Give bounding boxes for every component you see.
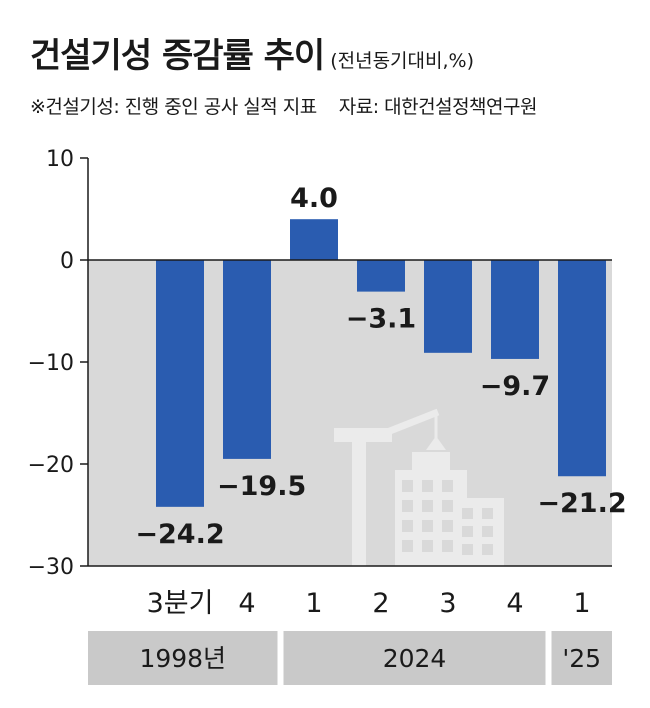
group-label: '25 xyxy=(562,644,601,673)
building-window xyxy=(442,480,453,492)
x-axis-categories: 3분기 4 1 2 3 4 1 xyxy=(147,588,591,619)
crane-jib xyxy=(370,408,440,442)
construction-illustration xyxy=(334,408,504,566)
y-tick-label: −20 xyxy=(28,453,74,478)
source-note: 자료: 대한건설정책연구원 xyxy=(338,96,538,118)
chart-title-text: 건설기성 증감률 추이 xyxy=(30,36,325,76)
building-window xyxy=(422,480,433,492)
unit-label: (전년동기대비,%) xyxy=(330,50,475,72)
y-tick-label: −30 xyxy=(28,555,74,580)
bar xyxy=(491,260,539,359)
building-window xyxy=(442,540,453,552)
building-window xyxy=(422,520,433,532)
building-window xyxy=(442,520,453,532)
y-tick-label: −10 xyxy=(28,351,74,376)
building-window xyxy=(442,500,453,512)
group-label: 1998년 xyxy=(139,644,226,673)
data-label: −21.2 xyxy=(537,488,626,519)
building-window xyxy=(402,500,413,512)
x-tick-label: 4 xyxy=(506,588,523,619)
building-window xyxy=(462,544,473,555)
x-tick-label: 4 xyxy=(238,588,255,619)
x-tick-label: 2 xyxy=(372,588,389,619)
bar-series xyxy=(156,219,606,507)
building-top xyxy=(412,452,450,472)
building-window xyxy=(402,540,413,552)
data-label: −24.2 xyxy=(135,519,224,550)
data-labels: −24.2 −19.5 4.0 −3.1 −9.7 −21.2 xyxy=(135,183,626,550)
bar xyxy=(424,260,472,353)
subtitle-row: ※건설기성: 진행 중인 공사 실적 지표 자료: 대한건설정책연구원 xyxy=(30,92,537,119)
building-window xyxy=(422,500,433,512)
building-window xyxy=(402,520,413,532)
crane-hook xyxy=(426,436,446,450)
x-tick-label: 1 xyxy=(305,588,322,619)
group-band xyxy=(551,631,612,685)
bar xyxy=(558,260,606,477)
building-window xyxy=(462,508,473,519)
chart-title: 건설기성 증감률 추이 (전년동기대비,%) xyxy=(30,28,474,77)
y-axis: 10 0 −10 −20 −30 xyxy=(28,147,612,580)
building-window xyxy=(462,526,473,537)
building-side xyxy=(452,498,504,566)
definition-note: ※건설기성: 진행 중인 공사 실적 지표 xyxy=(30,96,317,118)
group-label: 2024 xyxy=(383,644,447,673)
x-tick-label: 1 xyxy=(573,588,590,619)
data-label: −19.5 xyxy=(217,471,306,502)
building-window xyxy=(482,544,493,555)
building-window xyxy=(402,480,413,492)
crane-mast xyxy=(352,428,366,566)
building-window xyxy=(422,540,433,552)
bar xyxy=(290,219,338,260)
x-axis-groups: 1998년 2024 '25 xyxy=(88,631,612,685)
y-tick-label: 0 xyxy=(60,249,74,274)
x-tick-label: 3분기 xyxy=(147,588,214,619)
x-tick-label: 3 xyxy=(439,588,456,619)
building-window xyxy=(482,508,493,519)
group-band xyxy=(88,631,278,685)
data-label: −9.7 xyxy=(480,371,550,402)
bar xyxy=(357,260,405,292)
bar xyxy=(223,260,271,459)
group-band xyxy=(283,631,546,685)
building-window xyxy=(482,526,493,537)
bar xyxy=(156,260,204,507)
data-label: 4.0 xyxy=(290,183,338,214)
data-label: −3.1 xyxy=(346,304,416,335)
y-tick-label: 10 xyxy=(46,147,74,172)
